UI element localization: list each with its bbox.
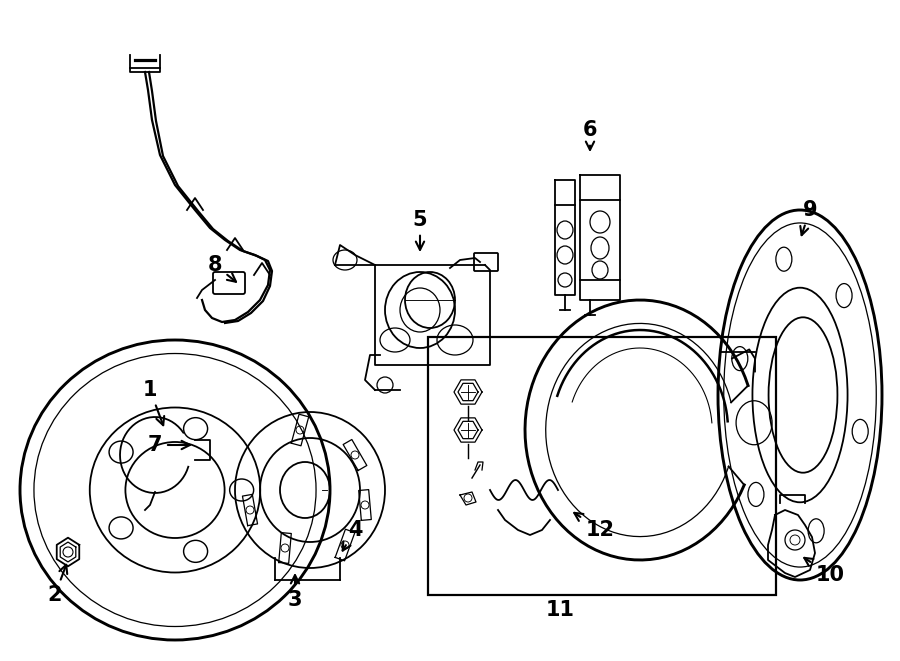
Text: 11: 11 — [545, 600, 574, 620]
Text: 3: 3 — [288, 575, 302, 610]
Text: 6: 6 — [583, 120, 598, 150]
Text: 4: 4 — [343, 520, 362, 551]
Bar — [428, 337, 776, 595]
Text: 1: 1 — [143, 380, 164, 425]
Text: 10: 10 — [805, 558, 844, 585]
Text: 12: 12 — [574, 513, 615, 540]
Text: 5: 5 — [413, 210, 428, 250]
Text: 2: 2 — [48, 564, 68, 605]
Text: 9: 9 — [800, 200, 817, 235]
Text: 8: 8 — [208, 255, 236, 282]
Text: 7: 7 — [148, 435, 190, 455]
